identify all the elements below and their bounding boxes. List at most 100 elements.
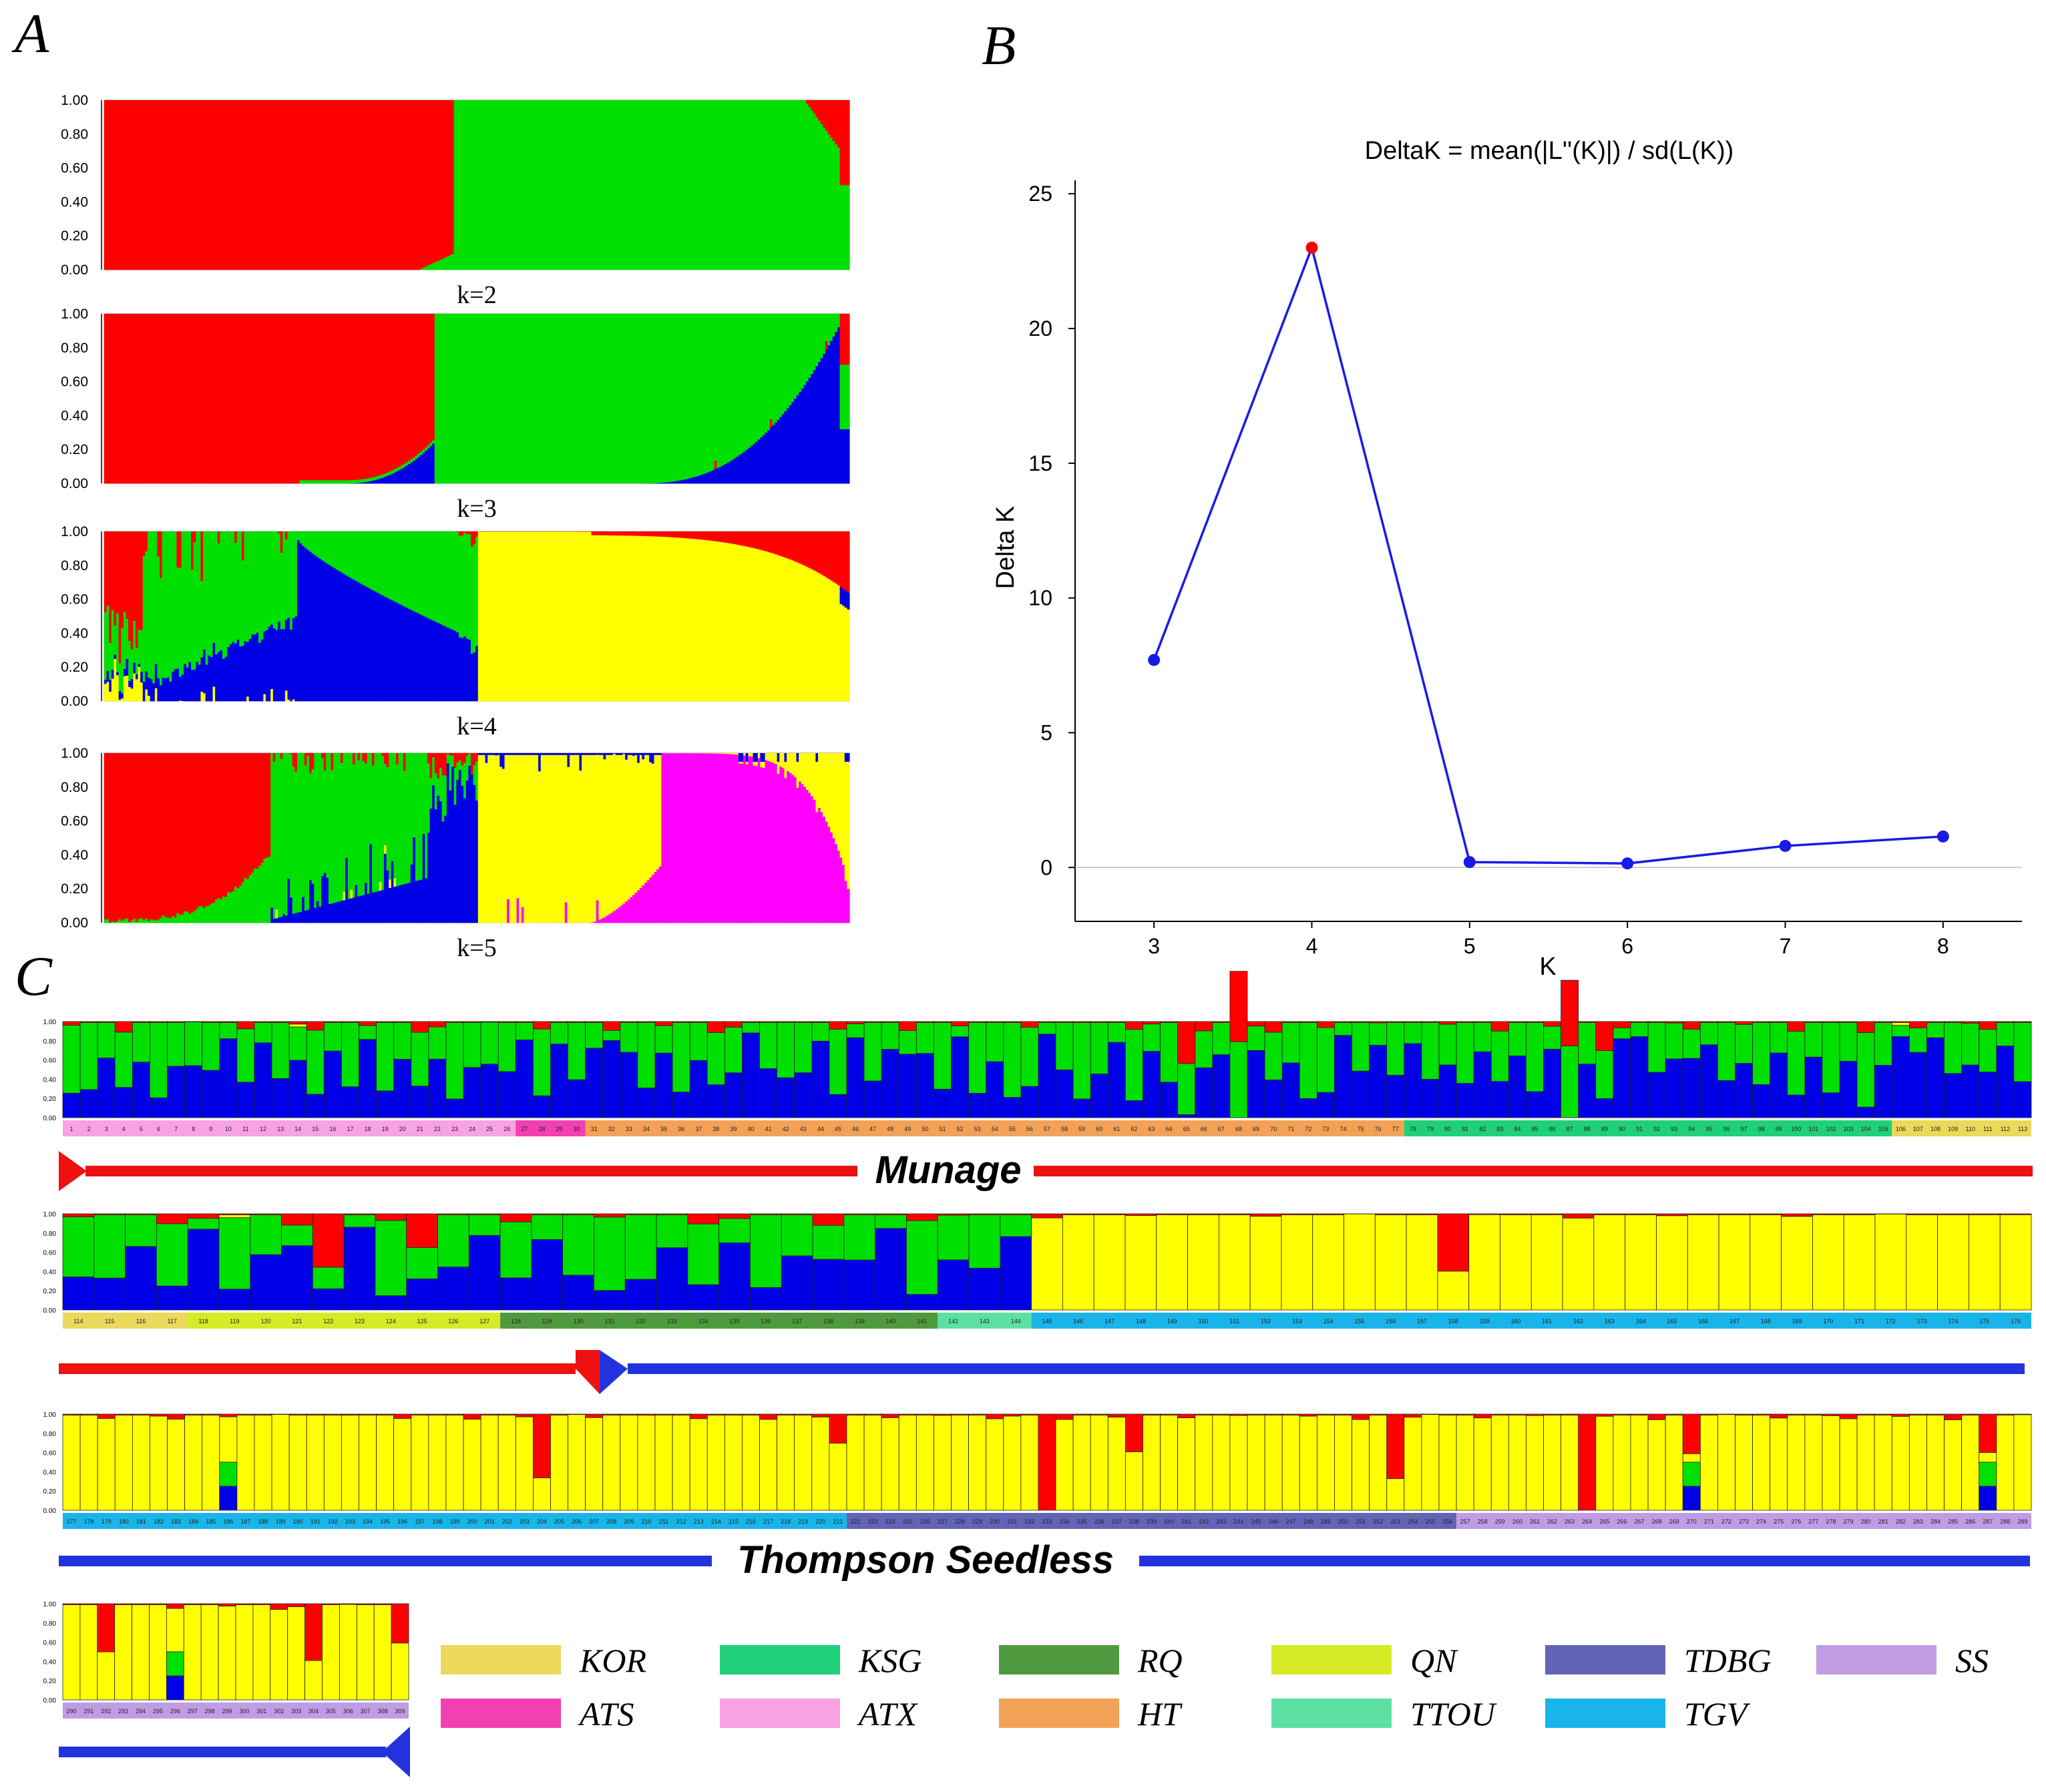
sample-index: 123: [355, 1318, 365, 1325]
sample-bar-segment: [844, 531, 847, 591]
sample-bar-segment: [290, 754, 293, 898]
sample-bar-segment: [516, 314, 520, 484]
sample-bar-segment: [451, 753, 455, 756]
sample-bar-segment: [627, 100, 630, 270]
y-tick-label: 0.60: [43, 1058, 57, 1065]
sample-bar-segment: [863, 1413, 882, 1415]
sample-bar-segment: [1682, 1028, 1701, 1059]
sample-bar-segment: [280, 917, 283, 923]
sample-bar-segment: [487, 753, 491, 755]
sample-bar-segment: [456, 100, 459, 270]
sample-bar-segment: [106, 670, 110, 682]
sample-index: 3: [105, 1126, 108, 1132]
sample-bar-segment: [934, 1088, 952, 1118]
y-tick-label: 1.00: [61, 306, 88, 322]
sample-bar-segment: [658, 536, 662, 702]
sample-bar-segment: [1055, 1069, 1074, 1118]
sample-bar-segment: [309, 479, 313, 484]
sample-bar-segment: [794, 1072, 813, 1118]
sample-bar-segment: [473, 531, 476, 545]
sample-bar-segment: [217, 898, 220, 923]
sample-bar-segment: [468, 753, 471, 754]
sample-bar-segment: [287, 314, 290, 484]
sample-index: 229: [972, 1518, 982, 1525]
sample-bar-segment: [1682, 1021, 1701, 1030]
sample-bar-segment: [444, 100, 447, 258]
sample-index: 40: [747, 1126, 754, 1132]
sample-bar-segment: [630, 535, 633, 702]
sample-bar-segment: [1996, 1046, 2015, 1118]
sample-bar-segment: [381, 314, 385, 475]
sample-bar-segment: [241, 882, 245, 923]
sample-bar-segment: [210, 753, 214, 904]
legend-label: ATS: [578, 1695, 634, 1733]
sample-bar-segment: [1613, 1413, 1631, 1415]
sample-bar-segment: [1996, 1415, 2015, 1511]
sample-index: 101: [1808, 1126, 1818, 1132]
sample-bar-segment: [524, 314, 527, 484]
sample-bar-segment: [312, 1213, 345, 1268]
sample-bar-segment: [634, 892, 638, 923]
sample-bar-segment: [142, 100, 146, 270]
sample-index: 107: [1913, 1126, 1923, 1132]
sample-bar-segment: [417, 613, 421, 702]
sample-bar-segment: [323, 1050, 342, 1118]
sample-bar-segment: [224, 314, 228, 484]
sample-bar-segment: [714, 314, 717, 461]
sample-bar-segment: [839, 365, 843, 430]
sample-bar-segment: [1699, 1022, 1718, 1046]
sample-bar-segment: [1247, 1050, 1265, 1118]
sample-bar-segment: [406, 1278, 438, 1311]
sample-bar-segment: [608, 753, 612, 755]
sample-index: 220: [815, 1518, 825, 1525]
sample-bar-segment: [567, 766, 570, 923]
sample-index: 63: [1149, 1126, 1155, 1132]
sample-bar-segment: [434, 100, 438, 262]
sample-bar-segment: [787, 753, 790, 772]
sample-bar-segment: [362, 895, 365, 923]
sample-bar-segment: [709, 531, 712, 541]
sample-bar-segment: [282, 753, 286, 915]
sample-bar-segment: [405, 462, 409, 466]
sample-bar-segment: [288, 1024, 307, 1028]
sample-bar-segment: [702, 314, 705, 475]
sample-index: 130: [574, 1318, 584, 1325]
sample-bar-segment: [425, 314, 428, 447]
sample-bar-segment: [470, 753, 474, 774]
sample-bar-segment: [270, 907, 274, 923]
sample-bar-segment: [152, 531, 156, 684]
sample-bar-segment: [391, 600, 394, 702]
sample-bar-segment: [465, 638, 469, 702]
sample-bar-segment: [350, 100, 353, 270]
sample-bar-segment: [1595, 1050, 1614, 1099]
sample-bar-segment: [777, 1022, 795, 1078]
sample-bar-segment: [477, 531, 481, 702]
sample-bar-segment: [123, 668, 127, 676]
y-tick-label: 10: [1028, 586, 1052, 610]
sample-bar-segment: [622, 531, 626, 536]
sample-bar-segment: [386, 870, 389, 923]
sample-bar-segment: [196, 100, 199, 270]
sample-bar-segment: [132, 1022, 150, 1063]
legend-swatch: [720, 1645, 840, 1674]
sample-bar-segment: [528, 753, 532, 755]
sample-bar-segment: [439, 100, 443, 260]
sample-bar-segment: [236, 1021, 255, 1030]
sample-bar-segment: [304, 531, 307, 548]
sample-index: 105: [1878, 1126, 1888, 1132]
sample-bar-segment: [594, 753, 597, 755]
sample-bar-segment: [376, 1090, 395, 1118]
sample-bar-segment: [968, 1022, 987, 1094]
sample-bar-segment: [906, 1294, 938, 1311]
sample-bar-segment: [692, 753, 696, 923]
sample-bar-segment: [721, 541, 725, 702]
sample-bar-segment: [532, 1021, 551, 1030]
sample-bar-segment: [408, 608, 411, 702]
sample-bar-segment: [692, 477, 696, 484]
sample-bar-segment: [389, 753, 392, 880]
sample-bar-segment: [396, 467, 399, 472]
sample-bar-segment: [1543, 1048, 1562, 1118]
sample-bar-segment: [365, 481, 368, 484]
sample-bar-segment: [483, 314, 486, 484]
